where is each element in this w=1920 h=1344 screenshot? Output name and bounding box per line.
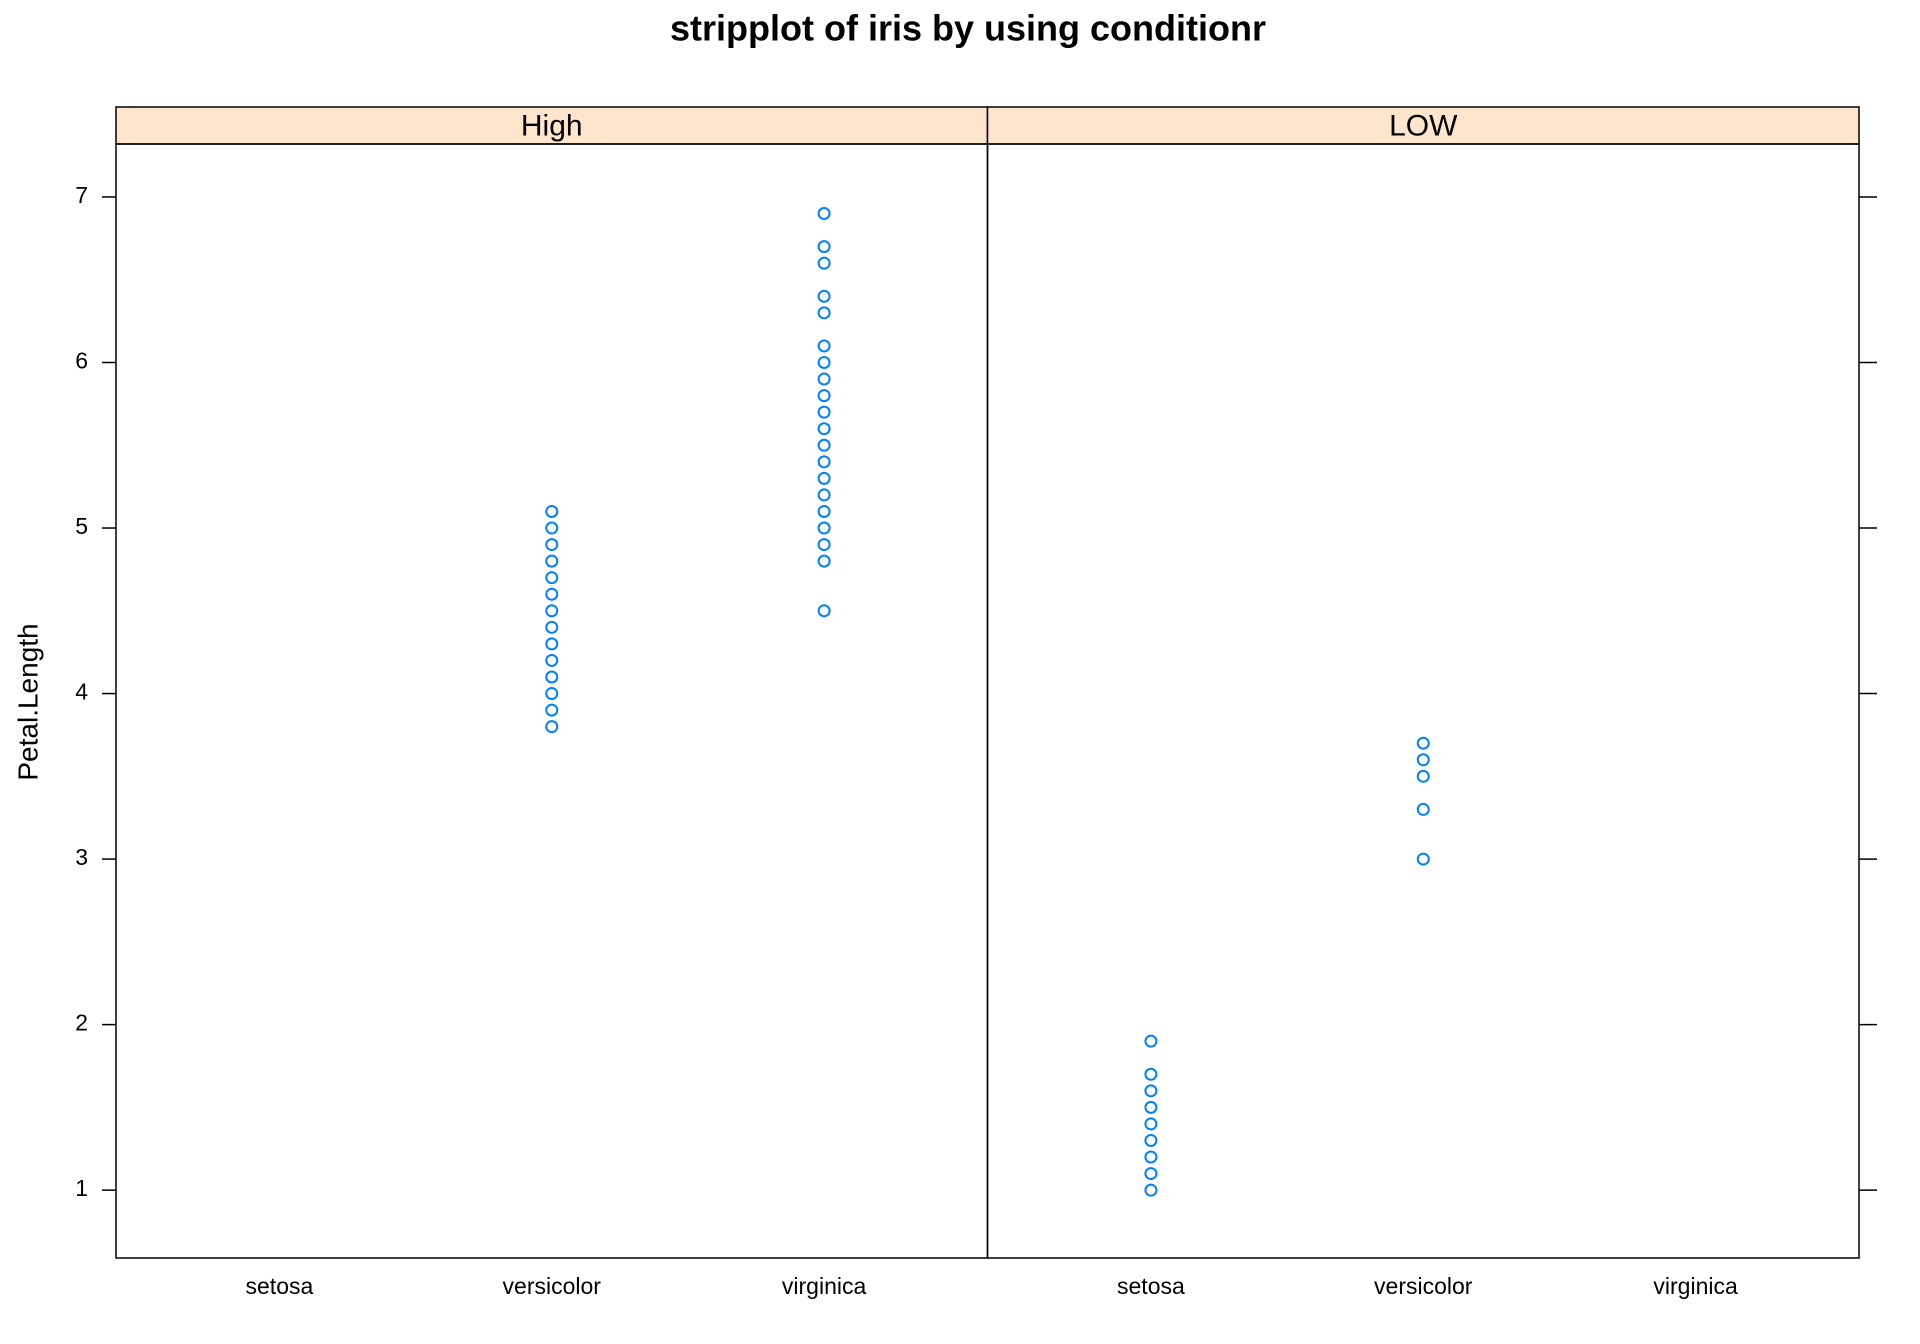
point	[545, 521, 559, 535]
point	[1144, 1084, 1158, 1098]
point	[817, 455, 831, 469]
x-tick-label: virginica	[782, 1273, 867, 1299]
point	[817, 422, 831, 436]
point	[545, 571, 559, 585]
point	[545, 538, 559, 552]
point	[1416, 753, 1430, 767]
point	[1416, 852, 1430, 866]
point	[1416, 802, 1430, 816]
point	[817, 504, 831, 518]
point	[545, 587, 559, 601]
point	[817, 306, 831, 320]
point	[1144, 1183, 1158, 1197]
x-tick-label: virginica	[1653, 1273, 1738, 1299]
point	[817, 554, 831, 568]
point	[817, 372, 831, 386]
point	[817, 289, 831, 303]
point	[545, 554, 559, 568]
panel	[115, 143, 989, 1259]
point	[817, 521, 831, 535]
x-tick-label: setosa	[246, 1273, 314, 1299]
point	[545, 604, 559, 618]
y-tick-label: 6	[75, 348, 88, 374]
point	[545, 504, 559, 518]
point	[817, 339, 831, 353]
point	[817, 240, 831, 254]
point	[545, 703, 559, 717]
y-tick-label: 1	[75, 1175, 88, 1201]
strip	[986, 106, 1860, 145]
y-tick-label: 3	[75, 844, 88, 870]
point	[545, 720, 559, 734]
point	[1144, 1100, 1158, 1114]
point	[817, 471, 831, 485]
point	[817, 438, 831, 452]
y-tick-label: 4	[75, 679, 88, 705]
point	[545, 670, 559, 684]
point	[545, 687, 559, 701]
point	[1144, 1150, 1158, 1164]
x-tick-label: setosa	[1117, 1273, 1185, 1299]
point	[817, 355, 831, 369]
y-tick-label: 7	[75, 182, 88, 208]
point	[1416, 736, 1430, 750]
point	[1144, 1067, 1158, 1081]
point	[817, 256, 831, 270]
point	[545, 620, 559, 634]
point	[817, 604, 831, 618]
y-tick-label: 2	[75, 1010, 88, 1036]
strip	[115, 106, 989, 145]
x-tick-label: versicolor	[503, 1273, 602, 1299]
point	[817, 538, 831, 552]
y-axis-label: Petal.Length	[12, 623, 43, 780]
strip-label: High	[521, 109, 583, 142]
point	[1144, 1034, 1158, 1048]
y-tick-label: 5	[75, 513, 88, 539]
point	[1144, 1167, 1158, 1181]
point	[1144, 1133, 1158, 1147]
point	[817, 488, 831, 502]
point	[545, 637, 559, 651]
x-tick-label: versicolor	[1374, 1273, 1473, 1299]
panel	[986, 143, 1860, 1259]
point	[1416, 769, 1430, 783]
point	[817, 389, 831, 403]
chart-title: stripplot of iris by using conditionr	[670, 8, 1266, 49]
point	[817, 207, 831, 221]
point	[1144, 1117, 1158, 1131]
point	[817, 405, 831, 419]
strip-label: LOW	[1389, 109, 1458, 142]
point	[545, 653, 559, 667]
